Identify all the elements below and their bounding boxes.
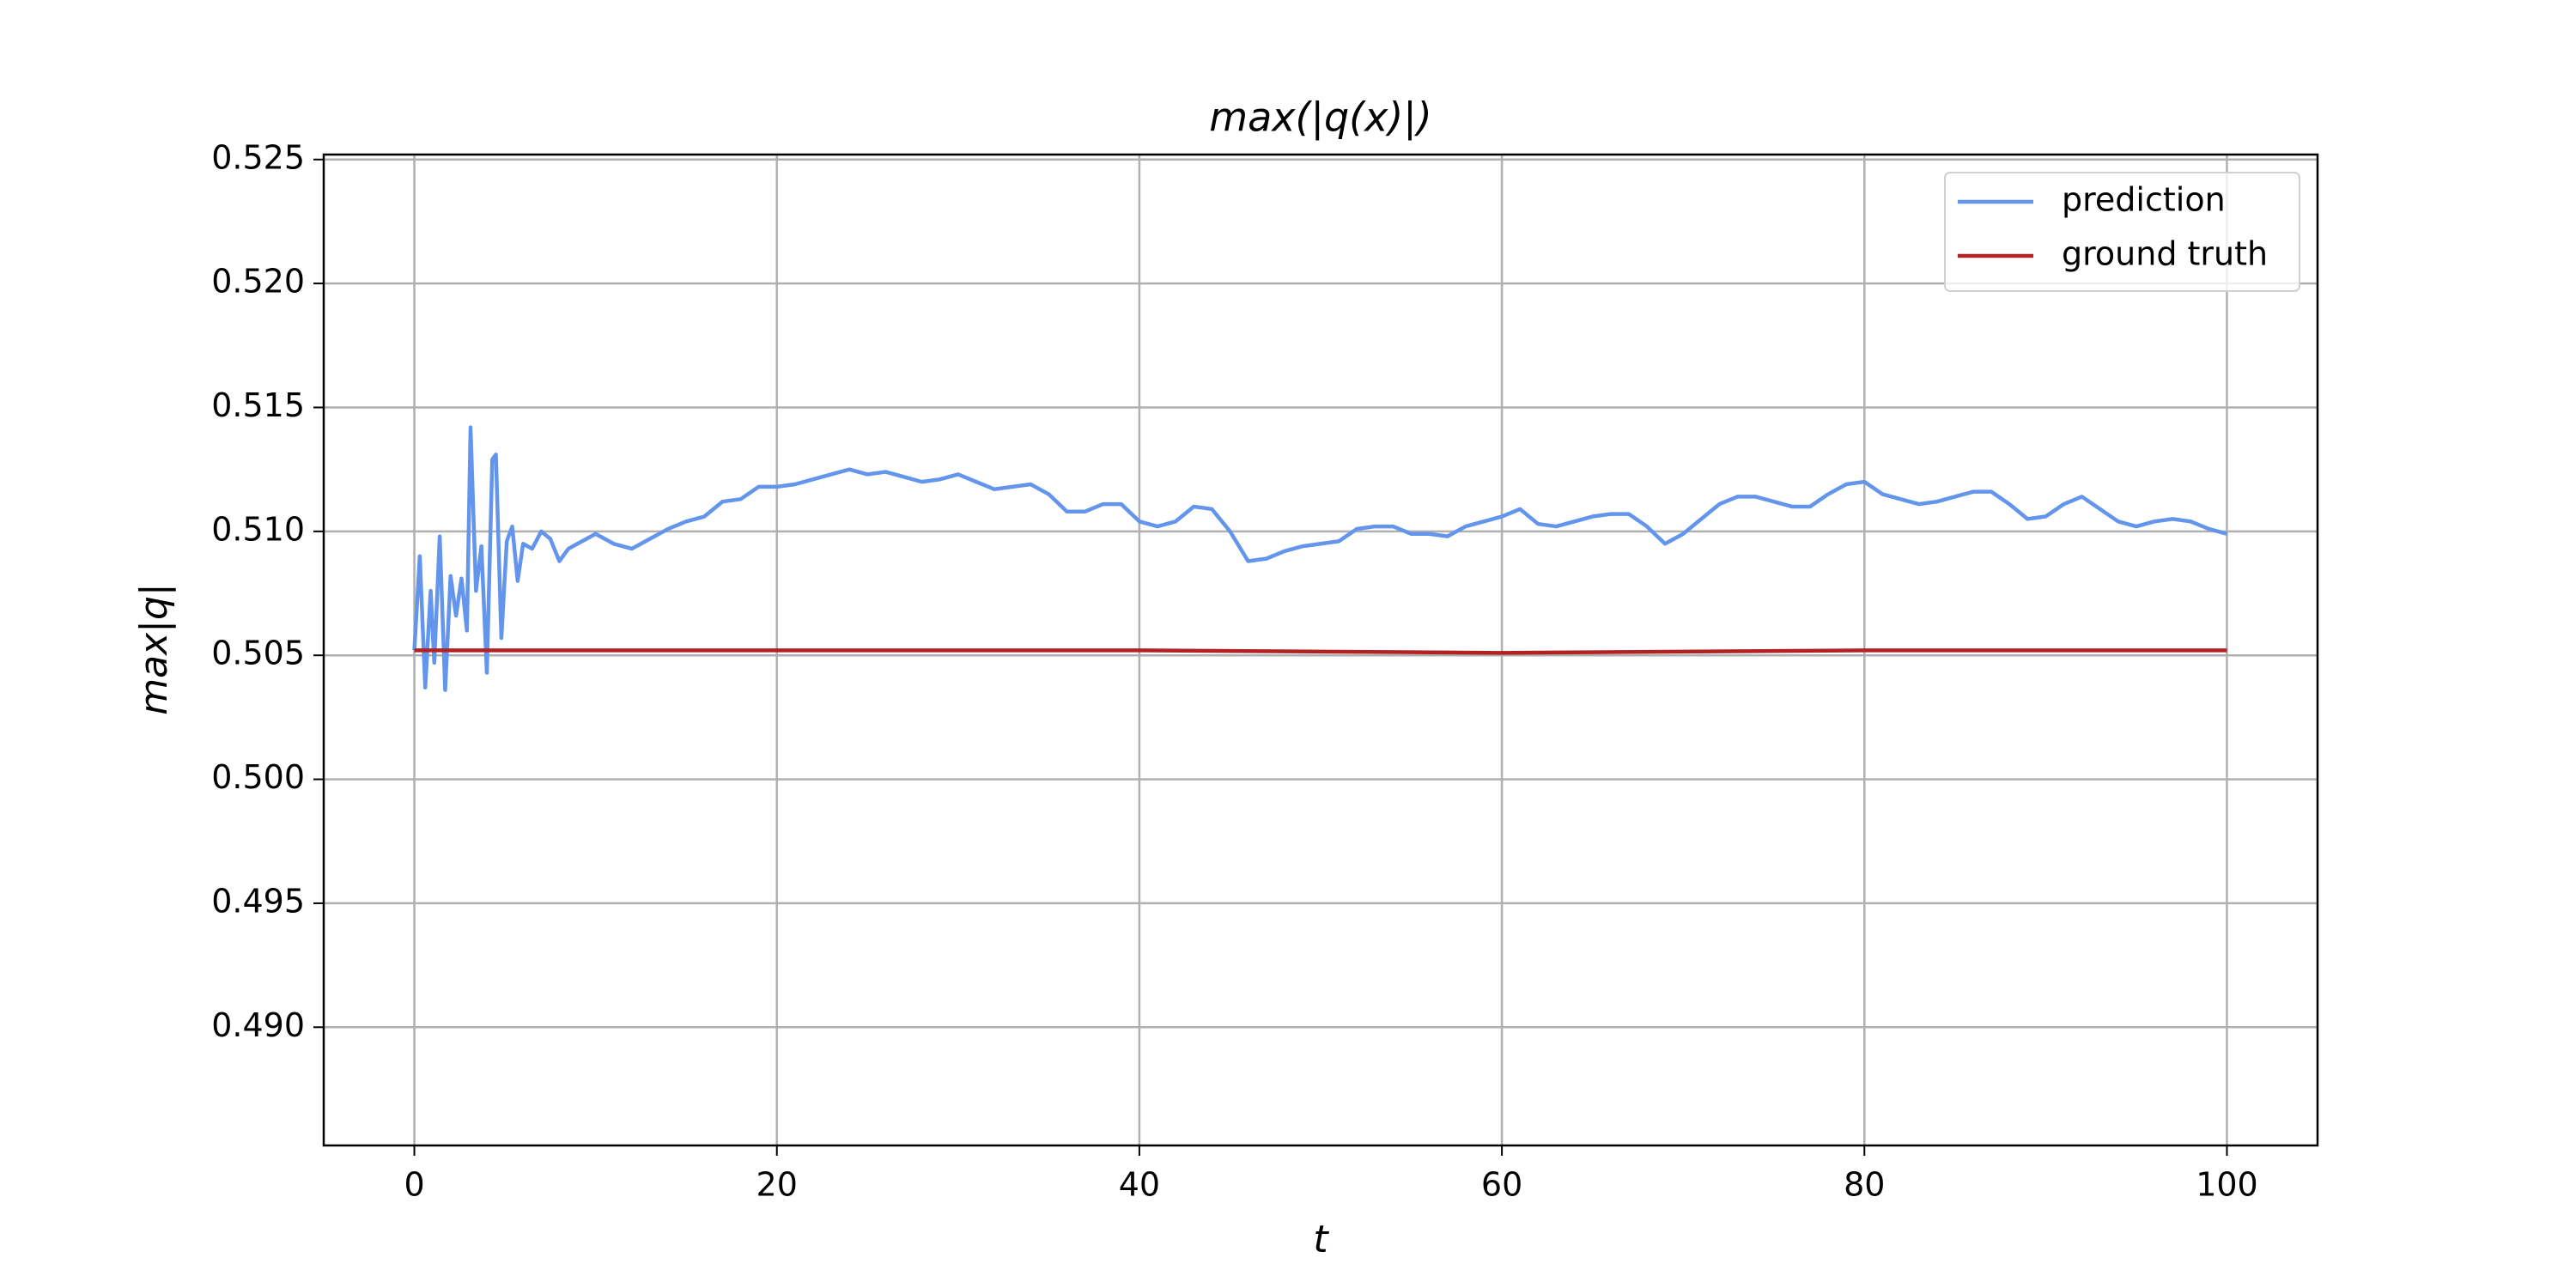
y-tick-label: 0.495 <box>211 882 305 920</box>
legend-label: prediction <box>2062 181 2226 219</box>
y-tick-label: 0.510 <box>211 510 305 548</box>
y-tick-label: 0.490 <box>211 1006 305 1044</box>
x-tick-label: 60 <box>1481 1166 1522 1204</box>
x-tick-label: 0 <box>404 1166 424 1204</box>
x-axis-label: t <box>1313 1218 1329 1261</box>
y-tick-label: 0.515 <box>211 386 305 424</box>
x-tick-label: 100 <box>2196 1166 2258 1204</box>
y-tick-label: 0.525 <box>211 138 305 176</box>
data-line <box>412 425 2228 692</box>
y-tick-label: 0.500 <box>211 758 305 796</box>
x-tick-label: 20 <box>756 1166 798 1204</box>
legend-label: ground truth <box>2062 235 2268 273</box>
plot-frame <box>322 153 2319 1147</box>
y-tick-label: 0.505 <box>211 635 305 672</box>
x-tick-label: 40 <box>1119 1166 1160 1204</box>
legend: prediction ground truth <box>1944 172 2300 292</box>
y-tick-label: 0.520 <box>211 263 305 301</box>
x-tick-label: 80 <box>1844 1166 1885 1204</box>
legend-frame <box>1944 172 2300 292</box>
data-line <box>414 648 2227 655</box>
chart-title: max(|q(x)|) <box>1209 94 1431 142</box>
y-axis-label: max|q| <box>132 583 176 714</box>
